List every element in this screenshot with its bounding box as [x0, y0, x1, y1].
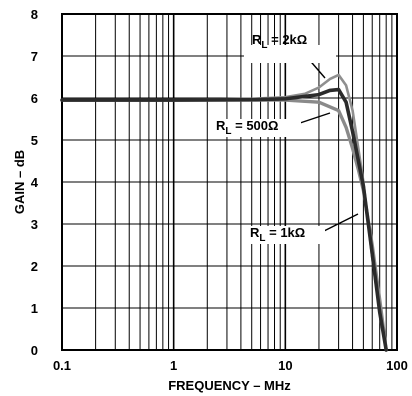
x-axis-title: FREQUENCY – MHz — [168, 378, 291, 393]
annotation-leader-line — [321, 213, 359, 233]
x-tick-label: 10 — [278, 358, 292, 373]
annotation-background — [244, 45, 336, 63]
y-tick-label: 7 — [31, 49, 38, 64]
y-tick-label: 8 — [31, 7, 38, 22]
y-tick-label: 2 — [31, 259, 38, 274]
x-tick-label: 1 — [170, 358, 177, 373]
series-line — [60, 73, 388, 352]
series-group — [60, 73, 388, 352]
y-tick-label: 5 — [31, 133, 38, 148]
series-annotation: RL = 2kΩ — [244, 32, 336, 79]
y-tick-label: 3 — [31, 217, 38, 232]
grid — [62, 14, 397, 350]
y-axis-title: GAIN – dB — [12, 150, 27, 214]
series-line — [60, 98, 388, 352]
annotation-background — [245, 226, 325, 244]
y-tick-label: 1 — [31, 301, 38, 316]
series-annotation: RL = 500Ω — [211, 112, 331, 137]
x-tick-label: 100 — [386, 358, 408, 373]
annotation-label: RL = 2kΩ — [252, 32, 307, 51]
x-tick-label: 0.1 — [53, 358, 71, 373]
series-annotation: RL = 1kΩ — [245, 213, 359, 244]
annotation-label: RL = 500Ω — [216, 118, 278, 137]
series-line — [60, 87, 388, 352]
annotation-background — [211, 119, 301, 137]
y-tick-label: 4 — [31, 175, 39, 190]
plot-frame — [61, 13, 398, 351]
annotation-label: RL = 1kΩ — [250, 225, 305, 244]
y-tick-label: 6 — [31, 91, 38, 106]
y-tick-label: 0 — [31, 343, 38, 358]
